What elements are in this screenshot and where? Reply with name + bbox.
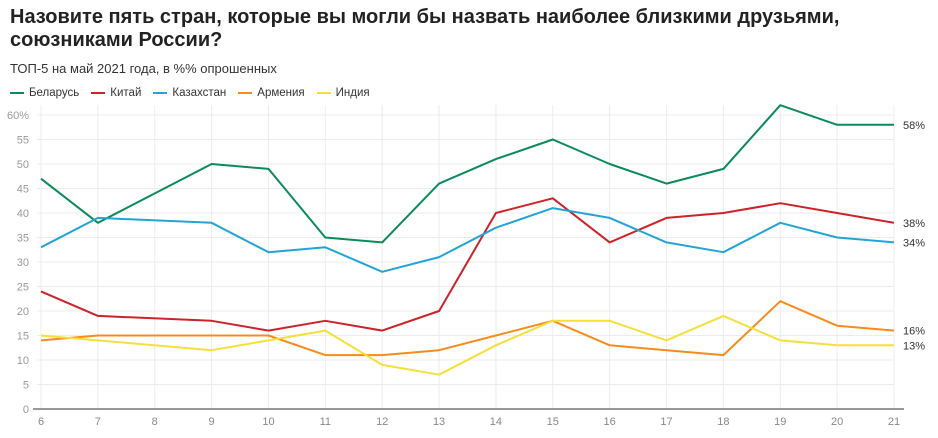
end-value-label: 34% bbox=[903, 237, 925, 249]
end-value-label: 58% bbox=[903, 120, 925, 132]
y-tick-label: 0 bbox=[23, 404, 29, 416]
x-tick-label: 14 bbox=[490, 416, 502, 428]
x-tick-label: 8 bbox=[152, 416, 158, 428]
y-tick-label: 30 bbox=[17, 257, 29, 269]
chart-subtitle: ТОП-5 на май 2021 года, в %% опрошенных bbox=[10, 61, 277, 76]
x-tick-label: 12 bbox=[376, 416, 388, 428]
legend-item: Беларусь bbox=[10, 87, 79, 99]
y-tick-label: 25 bbox=[17, 282, 29, 294]
end-value-label: 16% bbox=[903, 326, 925, 338]
y-tick-label: 5 bbox=[23, 380, 29, 392]
y-tick-label: 35 bbox=[17, 233, 29, 245]
x-tick-label: 21 bbox=[888, 416, 900, 428]
x-tick-label: 11 bbox=[320, 416, 331, 428]
chart-title: Назовите пять стран, которые вы могли бы… bbox=[10, 6, 840, 51]
legend-swatch bbox=[91, 92, 106, 94]
x-tick-label: 18 bbox=[717, 416, 729, 428]
legend-item: Китай bbox=[91, 87, 141, 99]
legend-label: Китай bbox=[110, 87, 142, 99]
end-value-label: 13% bbox=[903, 340, 925, 352]
legend-swatch bbox=[238, 92, 253, 94]
legend-item: Армения bbox=[238, 87, 305, 99]
x-tick-label: 6 bbox=[38, 416, 44, 428]
legend-swatch bbox=[10, 92, 24, 94]
x-tick-label: 17 bbox=[660, 416, 672, 428]
y-tick-label: 55 bbox=[17, 135, 29, 147]
legend-label: Беларусь bbox=[29, 87, 80, 99]
legend-item: Индия bbox=[316, 87, 370, 99]
legend-label: Казахстан bbox=[172, 87, 227, 99]
y-tick-label: 40 bbox=[17, 208, 29, 220]
end-value-label: 38% bbox=[903, 218, 925, 230]
x-tick-label: 20 bbox=[831, 416, 843, 428]
legend-label: Индия bbox=[335, 87, 370, 99]
legend-swatch bbox=[153, 92, 168, 94]
series-line-4 bbox=[40, 314, 894, 376]
y-tick-label: 60% bbox=[7, 110, 29, 122]
x-tick-label: 10 bbox=[262, 416, 274, 428]
y-tick-label: 15 bbox=[17, 331, 29, 343]
y-tick-label: 10 bbox=[17, 355, 29, 367]
x-tick-label: 15 bbox=[547, 416, 559, 428]
legend-item: Казахстан bbox=[153, 87, 226, 99]
legend: Беларусь Китай Казахстан Армения Индия bbox=[10, 87, 370, 99]
x-tick-label: 9 bbox=[209, 416, 215, 428]
legend-swatch bbox=[316, 92, 331, 94]
x-tick-label: 19 bbox=[774, 416, 786, 428]
y-tick-label: 50 bbox=[17, 159, 29, 171]
y-tick-label: 45 bbox=[17, 184, 29, 196]
x-tick-label: 16 bbox=[604, 416, 616, 428]
y-tick-label: 20 bbox=[17, 306, 29, 318]
x-tick-label: 13 bbox=[433, 416, 445, 428]
x-tick-label: 7 bbox=[95, 416, 101, 428]
legend-label: Армения bbox=[257, 87, 305, 99]
